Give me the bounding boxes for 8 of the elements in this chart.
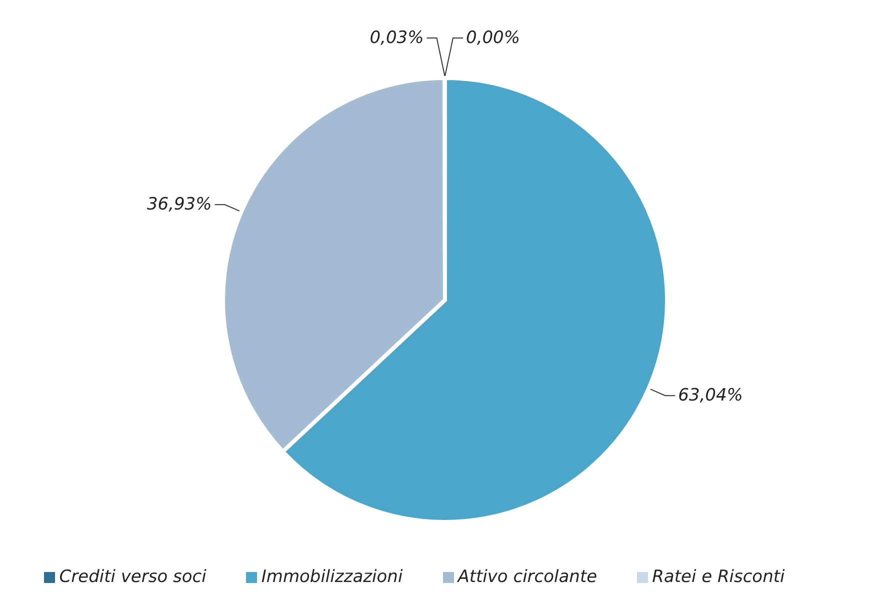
legend-label: Attivo circolante [458, 567, 598, 587]
legend-label: Ratei e Risconti [652, 567, 785, 587]
legend-label: Crediti verso soci [59, 567, 206, 587]
legend-label: Immobilizzazioni [261, 567, 403, 587]
text: 0,00% [466, 28, 520, 48]
data-label: 36,93% [146, 194, 212, 215]
data-label: 63,04% [678, 386, 743, 406]
data-label: 0,03% [370, 28, 424, 48]
